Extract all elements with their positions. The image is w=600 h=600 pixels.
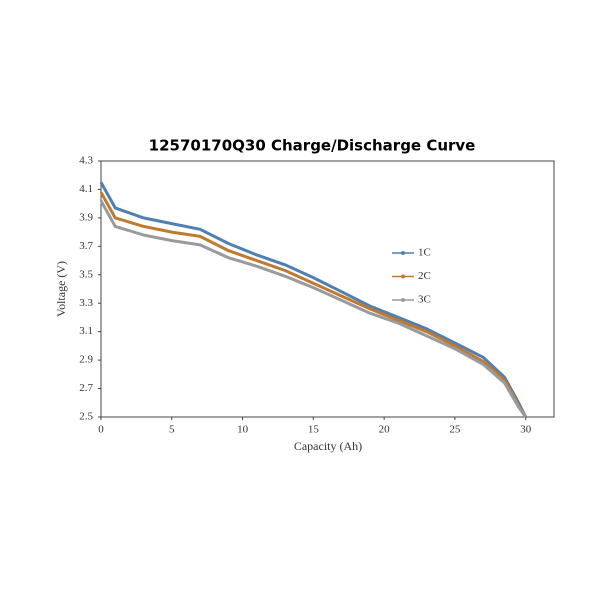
x-axis-label: Capacity (Ah) — [294, 439, 362, 453]
series-line — [99, 191, 527, 418]
legend-marker — [401, 298, 405, 302]
x-tick-label: 0 — [98, 424, 104, 436]
x-tick-label: 30 — [520, 424, 532, 436]
plot-frame — [100, 160, 555, 418]
series-line — [99, 200, 527, 418]
x-tick-label: 25 — [449, 424, 461, 436]
y-tick-label: 2.9 — [79, 354, 93, 366]
legend-label: 3C — [418, 294, 431, 306]
x-tick-label: 20 — [379, 424, 391, 436]
y-tick-label: 3.5 — [79, 268, 93, 280]
y-tick-label: 3.3 — [79, 297, 93, 309]
y-tick-label: 4.3 — [79, 155, 93, 167]
chart-title: 12570170Q30 Charge/Discharge Curve — [149, 137, 476, 155]
y-tick-label: 3.9 — [79, 211, 93, 223]
x-tick-label: 5 — [169, 424, 175, 436]
y-axis-label: Voltage (V) — [54, 261, 68, 317]
y-tick-label: 4.1 — [79, 183, 93, 195]
y-tick-label: 3.7 — [79, 240, 93, 252]
legend-label: 1C — [418, 247, 431, 259]
legend-label: 2C — [418, 270, 431, 282]
y-tick-label: 2.5 — [79, 411, 93, 423]
x-tick-label: 15 — [308, 424, 320, 436]
series-line — [99, 181, 528, 418]
y-tick-label: 2.7 — [79, 382, 93, 394]
legend-marker — [401, 274, 405, 279]
x-tick-label: 10 — [237, 424, 249, 436]
y-tick-label: 3.1 — [79, 325, 93, 337]
legend-marker — [401, 251, 405, 255]
